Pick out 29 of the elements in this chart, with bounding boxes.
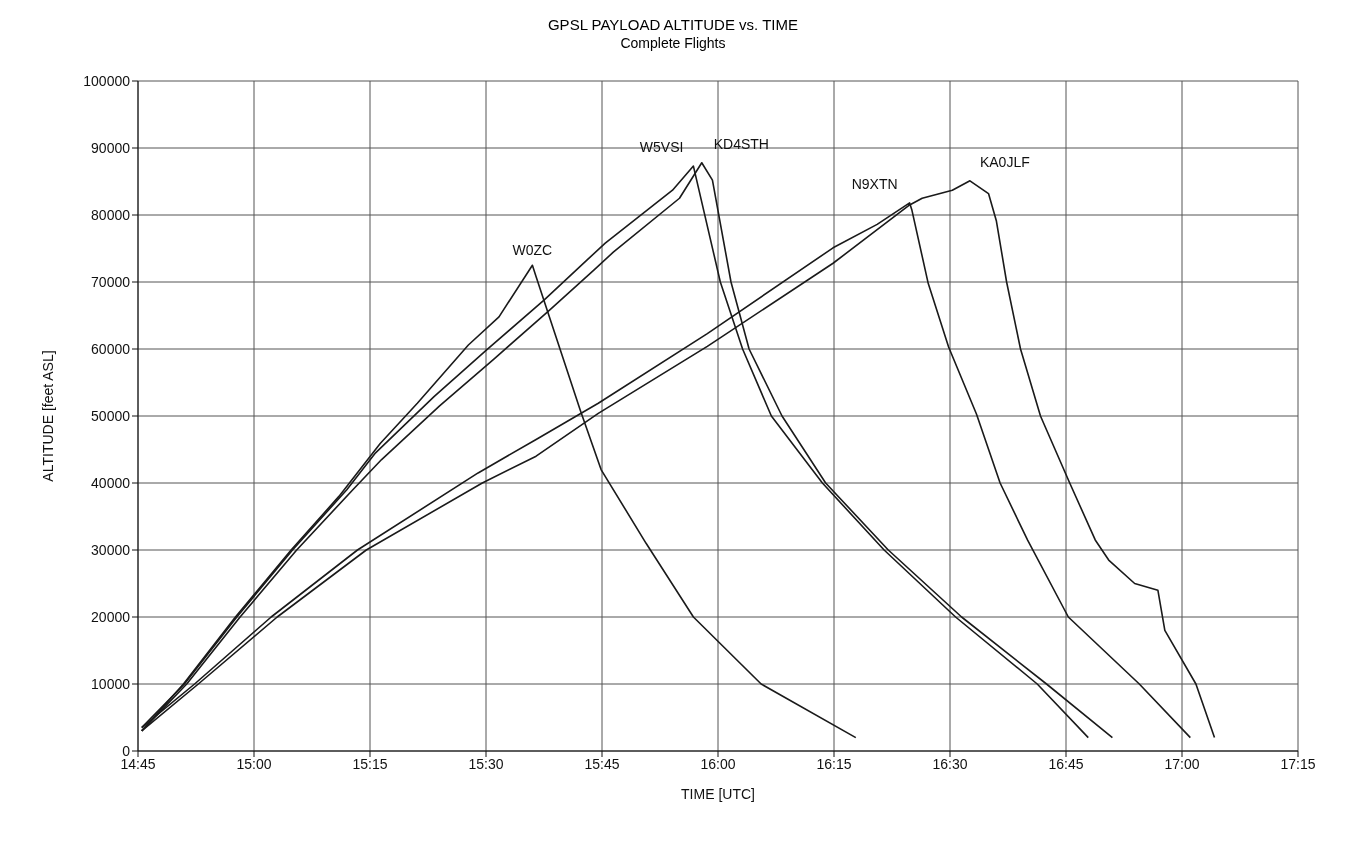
x-tick-label: 15:15 <box>352 755 388 772</box>
chart-subtitle: Complete Flights <box>619 34 727 51</box>
x-tick-label: 16:45 <box>1048 755 1084 772</box>
y-tick-label: 50000 <box>91 407 131 424</box>
y-tick-label: 70000 <box>91 273 131 290</box>
x-tick-label: 15:00 <box>236 755 272 772</box>
x-tick-label: 16:00 <box>700 755 736 772</box>
y-tick-label: 40000 <box>91 474 131 491</box>
y-axis-title: ALTITUDE [feet ASL] <box>39 350 56 482</box>
y-tick-label: 30000 <box>91 541 131 558</box>
y-tick-label: 20000 <box>91 608 131 625</box>
series-label: N9XTN <box>851 175 898 192</box>
series-label: KD4STH <box>713 135 769 152</box>
x-tick-label: 15:45 <box>584 755 620 772</box>
y-tick-label: 60000 <box>91 340 131 357</box>
chart-title: GPSL PAYLOAD ALTITUDE vs. TIME <box>546 15 800 33</box>
series-label: KA0JLF <box>979 153 1030 170</box>
x-tick-label: 16:15 <box>816 755 852 772</box>
x-tick-label: 16:30 <box>932 755 968 772</box>
x-tick-label: 15:30 <box>468 755 504 772</box>
y-tick-label: 90000 <box>91 139 131 156</box>
x-tick-label: 17:00 <box>1164 755 1200 772</box>
y-tick-label: 10000 <box>91 675 131 692</box>
series-label: W0ZC <box>512 242 553 259</box>
x-axis-title: TIME [UTC] <box>681 786 755 802</box>
y-tick-label: 100000 <box>83 72 131 89</box>
x-tick-label: 17:15 <box>1280 755 1316 772</box>
series-label: W5VSI <box>639 139 684 156</box>
y-tick-label: 80000 <box>91 206 131 223</box>
